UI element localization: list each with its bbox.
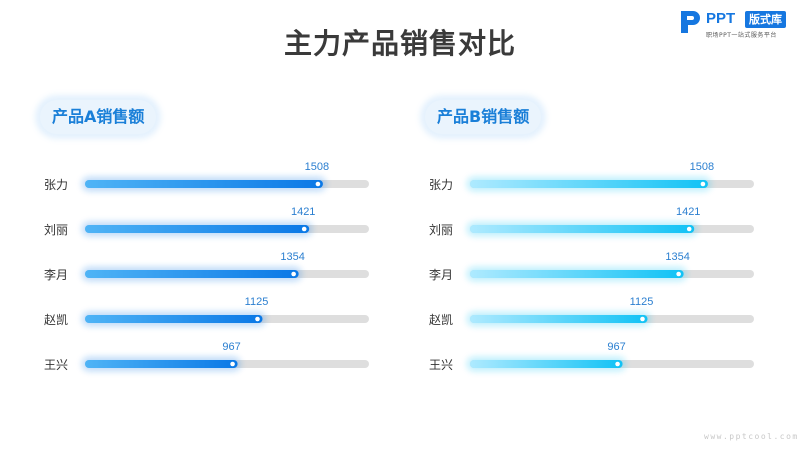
- value-label: 1125: [245, 296, 269, 308]
- bar-end-dot: [230, 361, 235, 367]
- bar-end-dot: [640, 316, 645, 322]
- bar: [85, 180, 323, 188]
- bar-end-dot: [700, 181, 706, 187]
- logo-brand-text: PPT: [706, 10, 736, 27]
- chart-title-pill-b: 产品B销售额: [425, 100, 542, 134]
- value-label: 967: [607, 341, 625, 353]
- category-label: 赵凯: [429, 313, 453, 327]
- category-label: 王兴: [429, 358, 453, 372]
- value-label: 1508: [305, 161, 329, 173]
- bar: [470, 315, 648, 323]
- bar-end-dot: [615, 361, 620, 367]
- value-label: 1354: [665, 251, 689, 263]
- category-label: 赵凯: [44, 313, 68, 327]
- logo-badge: 版式库: [745, 11, 786, 28]
- value-label: 1421: [291, 206, 315, 218]
- bar-chart-b: 张力 1508 刘丽 1421 李月 1354 赵凯 1125 王兴 967: [429, 161, 754, 372]
- chart-panel-a: 产品A销售额 张力 1508 刘丽 1421 李月 1354 赵凯 1125 王兴 967: [30, 100, 410, 390]
- category-label: 刘丽: [429, 223, 453, 237]
- category-label: 张力: [429, 178, 453, 192]
- bar: [470, 180, 708, 188]
- chart-panel-b: 产品B销售额 张力 1508 刘丽 1421 李月 1354 赵凯 1125 王兴 967: [415, 100, 795, 390]
- bar: [85, 315, 263, 323]
- brand-logo: PPT 版式库 职场PPT一站式服务平台: [679, 8, 797, 40]
- bar-end-dot: [686, 226, 692, 232]
- watermark: www.pptcool.com: [704, 432, 799, 441]
- category-label: 李月: [429, 267, 453, 282]
- value-label: 1421: [676, 206, 700, 218]
- ppt-logo-icon: [681, 11, 700, 33]
- category-label: 李月: [44, 267, 68, 282]
- chart-title-a: 产品A销售额: [52, 107, 145, 126]
- chart-title-pill-a: 产品A销售额: [40, 100, 157, 134]
- category-label: 王兴: [44, 358, 68, 372]
- value-label: 1354: [280, 251, 304, 263]
- bar: [85, 270, 299, 278]
- bar-end-dot: [676, 271, 681, 277]
- bar-chart-a: 张力 1508 刘丽 1421 李月 1354 赵凯 1125 王兴 967: [44, 161, 369, 372]
- chart-title-b: 产品B销售额: [437, 107, 530, 126]
- bar-end-dot: [255, 316, 260, 322]
- value-label: 1508: [690, 161, 714, 173]
- bar: [470, 225, 695, 233]
- bar: [470, 270, 684, 278]
- value-label: 967: [222, 341, 240, 353]
- category-label: 张力: [44, 178, 68, 192]
- bar-end-dot: [301, 226, 307, 232]
- bar-end-dot: [291, 271, 296, 277]
- page-title: 主力产品销售对比: [283, 27, 516, 60]
- bar: [470, 360, 623, 368]
- bar: [85, 360, 238, 368]
- bar: [85, 225, 310, 233]
- value-label: 1125: [630, 296, 654, 308]
- bar-end-dot: [315, 181, 321, 187]
- logo-tagline: 职场PPT一站式服务平台: [706, 32, 777, 39]
- category-label: 刘丽: [44, 223, 68, 237]
